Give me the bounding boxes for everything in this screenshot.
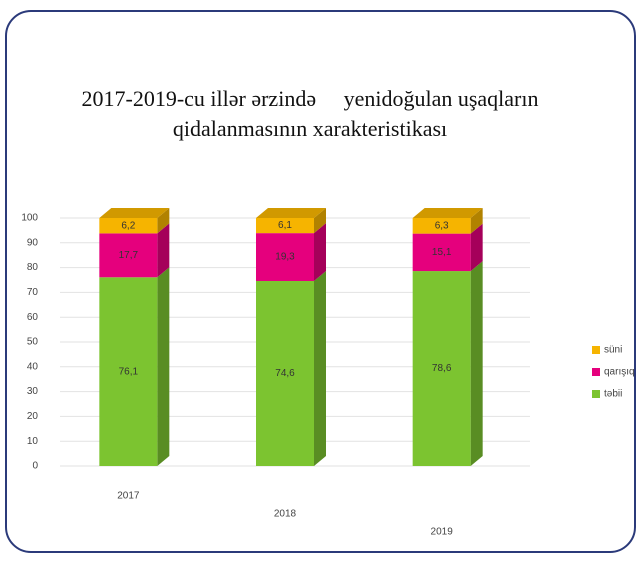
y-tick-label: 80 <box>27 262 39 273</box>
bar-segment <box>412 218 471 234</box>
y-tick-label: 40 <box>27 361 39 372</box>
frame <box>5 10 636 553</box>
bar-segment <box>99 277 158 466</box>
bar-side <box>470 261 483 466</box>
y-tick-label: 30 <box>27 386 39 397</box>
bar-side <box>157 208 170 234</box>
legend-label: süni <box>604 345 622 356</box>
data-label: 6,2 <box>121 220 135 231</box>
y-tick-label: 90 <box>27 237 39 248</box>
data-label: 15,1 <box>432 247 452 258</box>
data-label: 6,1 <box>278 220 292 231</box>
y-tick-label: 10 <box>27 436 39 447</box>
legend-swatch <box>592 346 600 354</box>
y-tick-label: 100 <box>21 213 38 224</box>
bar-segment <box>256 218 314 234</box>
bar-top <box>412 208 483 218</box>
y-tick-label: 50 <box>27 337 39 348</box>
bar-side <box>157 267 170 466</box>
bar-top <box>256 208 326 218</box>
legend-label: təbii <box>604 389 622 400</box>
x-tick-label: 2018 <box>274 509 297 520</box>
legend-swatch <box>592 368 600 376</box>
chart-title: 2017-2019-cu illər ərzində yenidoğulan u… <box>81 86 544 141</box>
bar-side <box>157 223 170 278</box>
legend-label: qarışıq <box>604 367 635 378</box>
data-label: 6,3 <box>435 220 449 231</box>
data-label: 78,6 <box>432 363 452 374</box>
x-tick-label: 2019 <box>431 527 454 538</box>
bar-segment <box>412 271 471 466</box>
data-label: 76,1 <box>119 366 139 377</box>
bar-side <box>314 223 326 281</box>
x-tick-label: 2017 <box>117 491 140 502</box>
bar-segment <box>256 280 314 466</box>
data-label: 74,6 <box>275 368 295 379</box>
y-tick-label: 60 <box>27 312 39 323</box>
bar-side <box>314 270 326 466</box>
bar-segment <box>256 233 314 281</box>
data-label: 17,7 <box>119 250 139 261</box>
bar-side <box>314 208 326 234</box>
bar-top <box>99 208 170 218</box>
bar-segment <box>99 233 158 278</box>
data-label: 19,3 <box>275 252 295 263</box>
y-tick-label: 0 <box>32 461 38 472</box>
bar-side <box>470 223 483 272</box>
y-tick-label: 70 <box>27 287 39 298</box>
bar-segment <box>412 233 471 272</box>
legend-swatch <box>592 390 600 398</box>
y-tick-label: 20 <box>27 411 39 422</box>
bar-segment <box>99 218 158 234</box>
bar-side <box>470 208 483 234</box>
